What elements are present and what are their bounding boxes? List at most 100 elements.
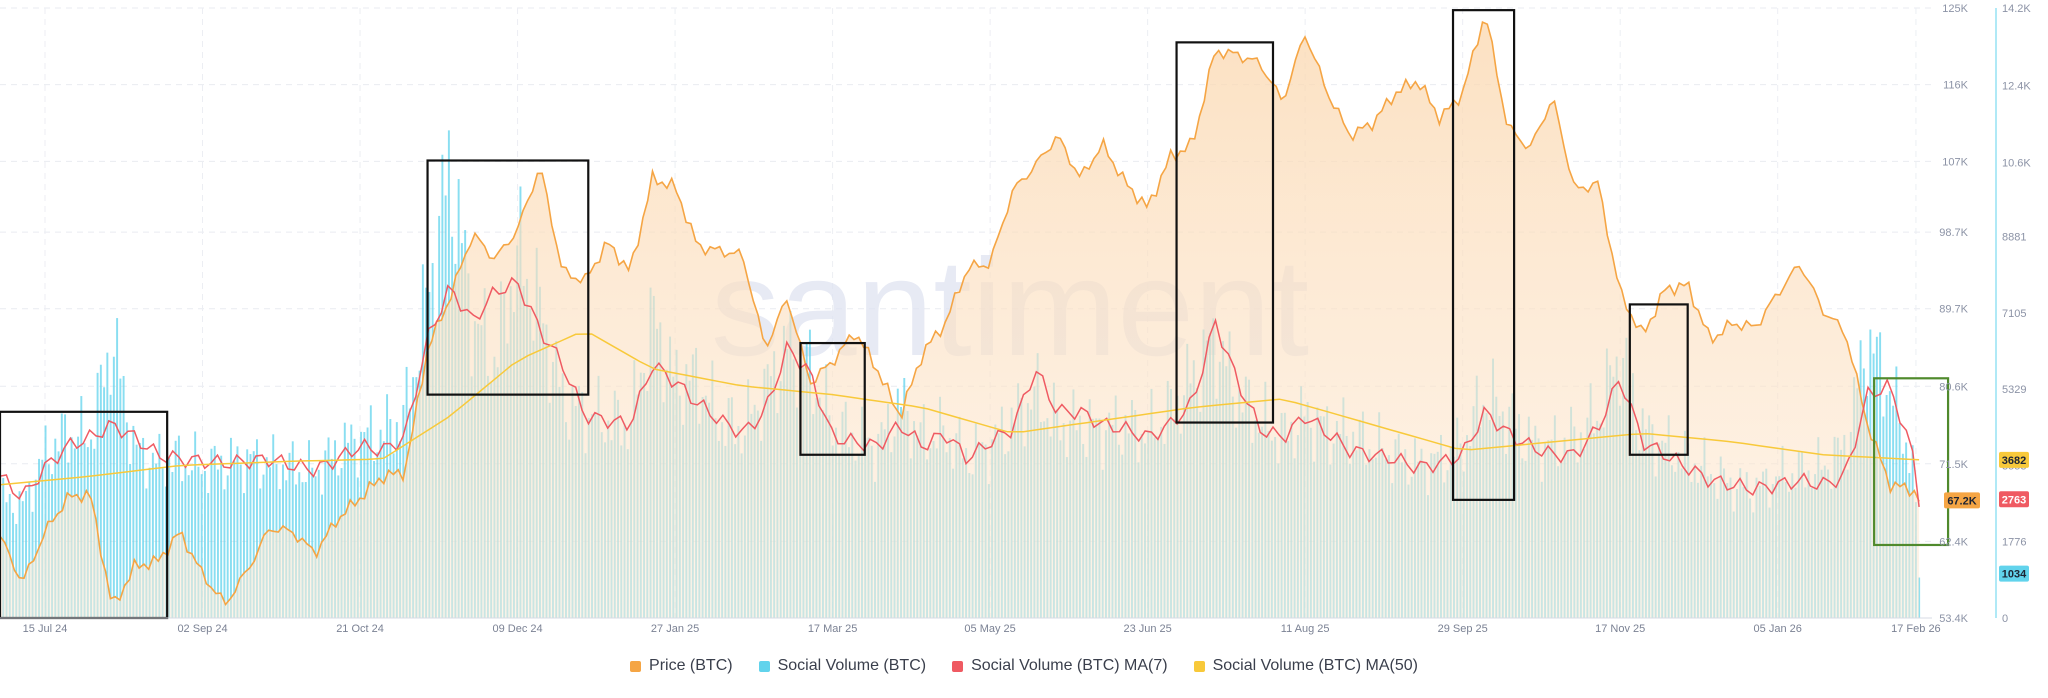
legend-item[interactable]: Social Volume (BTC) MA(7) — [952, 657, 1168, 675]
value-badge-label: 67.2K — [1947, 495, 1976, 507]
volume-tick-label: 8881 — [2002, 231, 2026, 243]
highlight-box — [426, 159, 590, 396]
legend-label: Social Volume (BTC) MA(7) — [971, 657, 1168, 674]
value-badge — [1999, 491, 2029, 508]
price-tick-label: 116K — [1943, 80, 1969, 92]
legend-swatch — [1193, 660, 1205, 672]
highlight-box — [1175, 41, 1275, 424]
legend-swatch — [758, 660, 770, 672]
legend-item[interactable]: Price (BTC) — [630, 657, 733, 675]
value-badge-label: 2763 — [2002, 494, 2026, 506]
volume-bar — [220, 455, 223, 618]
volume-bar — [223, 489, 226, 618]
volume-bar — [1918, 577, 1921, 618]
volume-tick-label: 14.2K — [2002, 3, 2031, 15]
highlight-box — [1451, 9, 1516, 501]
volume-bar — [168, 457, 171, 618]
volume-tick-label: 12.4K — [2002, 80, 2031, 92]
price-line — [0, 20, 1920, 607]
volume-bar — [112, 356, 115, 618]
price-tick-label: 125K — [1942, 3, 1968, 15]
legend-item[interactable]: Social Volume (BTC) MA(50) — [1193, 657, 1418, 675]
volume-bar — [311, 467, 314, 618]
volume-tick-label: 5329 — [2002, 384, 2026, 396]
ma50-line — [0, 333, 1920, 486]
last-value-badges: 3682 67.2K 2763 1034 — [1944, 451, 2029, 582]
x-tick-label: 15 Jul 24 — [23, 623, 68, 635]
volume-bar — [324, 450, 327, 618]
volume-bar — [203, 471, 206, 618]
volume-bar — [272, 434, 275, 618]
volume-bar — [161, 468, 164, 618]
x-tick-label: 23 Jun 25 — [1123, 623, 1171, 635]
volume-tick-label: 0 — [2002, 613, 2008, 625]
x-tick-label: 05 Jan 26 — [1754, 623, 1802, 635]
highlight-box — [1873, 377, 1950, 547]
volume-bar — [291, 441, 294, 618]
volume-tick-label: 7105 — [2002, 308, 2026, 320]
axes: 15 Jul 24 02 Sep 24 21 Oct 24 09 Dec 24 27 J… — [0, 3, 2031, 635]
volume-bar — [106, 352, 109, 618]
volume-bar — [194, 431, 197, 618]
volume-bar — [256, 439, 258, 618]
price-tick-label: 107K — [1942, 156, 1968, 168]
volume-bar — [187, 475, 190, 618]
legend-label: Price (BTC) — [649, 657, 733, 674]
volume-tick-label: 10.6K — [2002, 158, 2031, 170]
x-tick-label: 29 Sep 25 — [1438, 623, 1488, 635]
volume-bar — [38, 458, 40, 618]
volume-bar — [177, 435, 180, 618]
volume-bar — [21, 501, 24, 618]
volume-bar — [96, 372, 99, 618]
volume-bar — [18, 491, 21, 618]
highlight-box — [1628, 303, 1689, 456]
chart-legend: Price (BTC) Social Volume (BTC) Social Vol… — [0, 654, 2048, 678]
volume-bar — [252, 451, 255, 618]
volume-bar — [129, 463, 132, 618]
price-tick-label: 53.4K — [1939, 613, 1968, 625]
volume-bar — [249, 454, 252, 618]
x-tick-label: 09 Dec 24 — [492, 623, 542, 635]
volume-bar — [109, 394, 112, 618]
volume-bar — [314, 476, 317, 618]
volume-bar — [103, 387, 106, 618]
volume-bar — [138, 443, 141, 618]
volume-bar — [236, 446, 239, 618]
ma7-line — [0, 276, 1920, 507]
volume-bar — [242, 493, 245, 618]
volume-bar — [308, 440, 310, 618]
volume-bar — [216, 469, 219, 618]
volume-bar — [174, 440, 177, 618]
volume-bar — [25, 490, 27, 618]
volume-bar — [151, 452, 154, 618]
volume-bar — [190, 470, 193, 618]
volume-bar — [132, 425, 135, 618]
value-badge-label: 1034 — [2002, 569, 2027, 581]
volume-bar — [119, 378, 122, 618]
volume-bar — [229, 437, 232, 618]
volume-bar — [99, 364, 102, 618]
volume-bar — [122, 375, 125, 618]
x-tick-label: 05 May 25 — [964, 623, 1015, 635]
volume-bar — [145, 488, 148, 618]
value-badge — [1944, 492, 1980, 509]
volume-bar — [148, 467, 151, 618]
volume-bar — [317, 469, 320, 618]
volume-bar — [116, 318, 119, 618]
value-badge-label: 3682 — [2002, 455, 2026, 467]
volume-bar — [197, 466, 200, 618]
x-tick-label: 27 Jan 25 — [651, 623, 699, 635]
volume-bar — [210, 448, 213, 618]
x-tick-label: 17 Mar 25 — [808, 623, 858, 635]
price-tick-label: 80.6K — [1939, 381, 1968, 393]
volume-bar — [15, 523, 18, 618]
price-tick-label: 98.7K — [1939, 227, 1968, 239]
volume-bar — [142, 437, 145, 618]
legend-item[interactable]: Social Volume (BTC) — [758, 657, 926, 675]
x-tick-label: 17 Feb 26 — [1891, 623, 1941, 635]
x-tick-label: 11 Aug 25 — [1281, 623, 1330, 635]
x-tick-label: 17 Nov 25 — [1595, 623, 1645, 635]
volume-bar — [213, 445, 216, 618]
price-area — [0, 20, 1920, 619]
